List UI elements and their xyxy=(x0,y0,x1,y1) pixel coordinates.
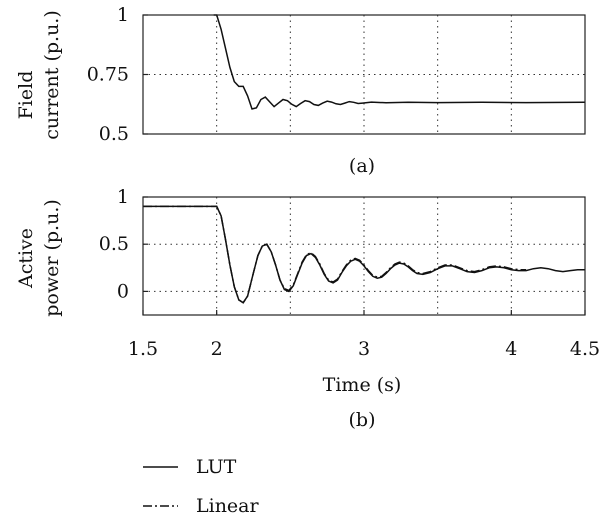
field-current-series-0-line xyxy=(213,14,586,110)
active-power-ytick-label-2: 1 xyxy=(117,186,129,208)
active-power-ylabel-line1: Active xyxy=(15,228,37,289)
field-current-y-ticks: 0.5 0.75 1 xyxy=(87,4,148,145)
field-current-ylabel-line1: Field xyxy=(15,71,37,120)
active-power-x-ticks: 1.5 2 3 4 4.5 xyxy=(128,310,600,360)
x-tick-label-4: 4.5 xyxy=(570,338,600,360)
legend-label-lut: LUT xyxy=(196,456,237,478)
x-tick-label-3: 4 xyxy=(505,338,517,360)
legend: LUT Linear xyxy=(143,456,260,517)
field-current-ylabel-line2: current (p.u.) xyxy=(41,10,63,140)
field-current-ytick-label-2: 1 xyxy=(117,4,129,26)
active-power-ytick-label-1: 0.5 xyxy=(99,233,129,255)
field-current-ytick-label-0: 0.5 xyxy=(99,123,129,145)
x-tick-label-2: 3 xyxy=(358,338,370,360)
active-power-panel: 00.51 1.5 2 3 4 4.5 Active power (p.u.) Time… xyxy=(15,186,600,431)
panel-label-b: (b) xyxy=(349,409,376,431)
x-tick-label-0: 1.5 xyxy=(128,338,158,360)
active-power-ylabel-line2: power (p.u.) xyxy=(41,199,63,317)
field-current-panel: 0.5 0.75 1 Field current (p.u.) (a) xyxy=(15,4,586,177)
active-power-series-lut-line xyxy=(143,205,585,304)
x-axis-label: Time (s) xyxy=(323,374,402,396)
active-power-grid xyxy=(143,197,585,315)
active-power-series xyxy=(143,205,585,304)
field-current-series xyxy=(213,14,586,110)
active-power-ytick-label-0: 0 xyxy=(117,280,129,302)
active-power-series-linear-line xyxy=(143,205,527,304)
legend-label-linear: Linear xyxy=(196,495,260,517)
x-tick-label-1: 2 xyxy=(211,338,223,360)
active-power-y-ticks: 00.51 xyxy=(99,186,148,302)
panel-label-a: (a) xyxy=(349,155,375,177)
field-current-ytick-label-1: 0.75 xyxy=(87,64,129,86)
field-current-grid xyxy=(143,15,585,134)
